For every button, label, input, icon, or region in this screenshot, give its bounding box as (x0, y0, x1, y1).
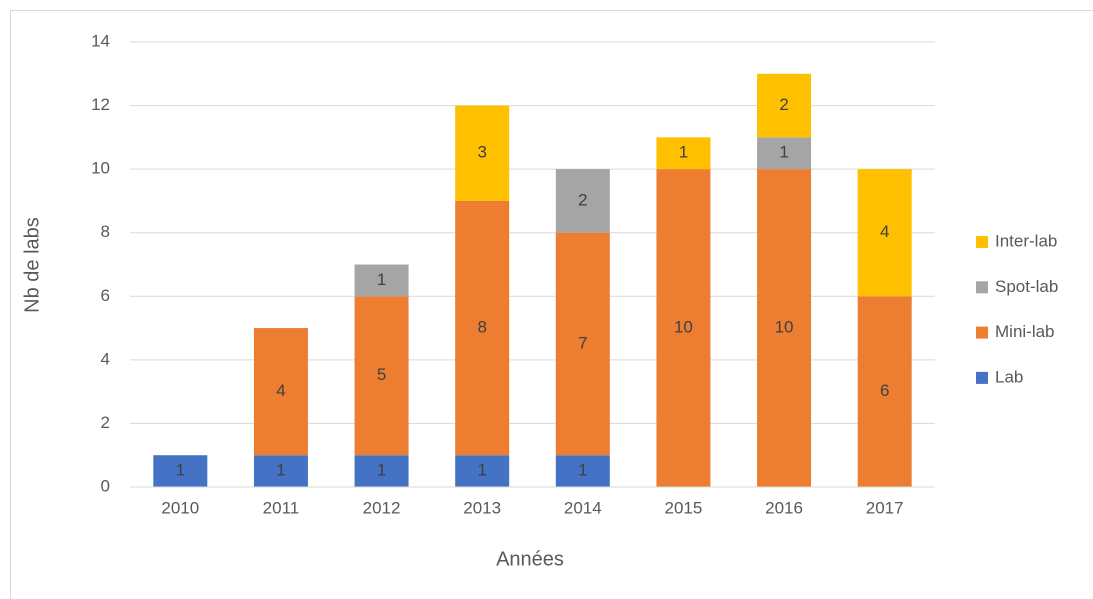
data-label: 10 (674, 318, 693, 337)
x-tick-label: 2013 (463, 498, 501, 517)
bar-segment (153, 455, 208, 487)
bar-segment (555, 455, 610, 487)
bar-segment (555, 232, 610, 456)
bar-segment (857, 296, 912, 487)
x-tick-label: 2011 (263, 498, 300, 517)
data-label: 1 (578, 461, 587, 480)
y-tick-label: 8 (101, 222, 110, 241)
data-label: 1 (377, 270, 386, 289)
bar-segment (455, 200, 510, 456)
bar-segment (656, 169, 711, 487)
legend-swatch (976, 236, 988, 248)
y-tick-label: 10 (91, 159, 110, 178)
legend-label: Mini-lab (995, 322, 1055, 341)
bar-segment (354, 296, 409, 456)
legend-label: Spot-lab (995, 277, 1058, 296)
bar-segment (555, 169, 610, 233)
x-tick-label: 2014 (564, 498, 602, 517)
chart-border (10, 10, 1093, 599)
x-tick-label: 2010 (161, 498, 199, 517)
x-axis-title: Années (496, 548, 564, 570)
y-tick-label: 14 (91, 31, 110, 50)
bar-segment (857, 169, 912, 297)
data-label: 1 (679, 143, 688, 162)
bar-segment (253, 328, 308, 456)
data-label: 6 (880, 381, 889, 400)
data-label: 3 (477, 143, 486, 162)
bar-segment (354, 455, 409, 487)
data-label: 2 (578, 190, 587, 209)
data-label: 2 (779, 95, 788, 114)
legend-swatch (976, 326, 988, 339)
bar-segment (354, 264, 409, 297)
data-label: 8 (477, 318, 486, 337)
bar-segment (455, 105, 510, 201)
y-tick-label: 2 (101, 413, 110, 432)
y-tick-label: 4 (101, 349, 110, 368)
x-tick-label: 2015 (665, 498, 703, 517)
bar-segment (757, 169, 812, 487)
data-label: 10 (775, 318, 794, 337)
x-tick-label: 2016 (765, 498, 803, 517)
data-label: 4 (880, 222, 889, 241)
bar-segment (656, 137, 711, 170)
data-label: 4 (276, 381, 285, 400)
y-tick-label: 0 (101, 476, 110, 495)
x-tick-label: 2012 (363, 498, 401, 517)
bar-segment (757, 73, 812, 138)
legend-label: Lab (995, 367, 1023, 386)
data-label: 1 (477, 461, 486, 480)
data-label: 1 (276, 461, 285, 480)
data-label: 5 (377, 365, 386, 384)
data-label: 1 (176, 461, 185, 480)
data-label: 7 (578, 333, 587, 352)
bar-segment (253, 455, 308, 487)
y-tick-label: 12 (91, 95, 110, 114)
x-tick-label: 2017 (866, 498, 904, 517)
bar-segment (757, 137, 812, 170)
legend-swatch (976, 281, 988, 294)
y-axis-title: Nb de labs (21, 217, 43, 313)
legend-label: Inter-lab (995, 231, 1057, 250)
legend-swatch (976, 371, 988, 384)
bar-segment (455, 455, 510, 487)
data-label: 1 (779, 143, 788, 162)
y-tick-label: 6 (101, 286, 110, 305)
data-label: 1 (377, 461, 386, 480)
